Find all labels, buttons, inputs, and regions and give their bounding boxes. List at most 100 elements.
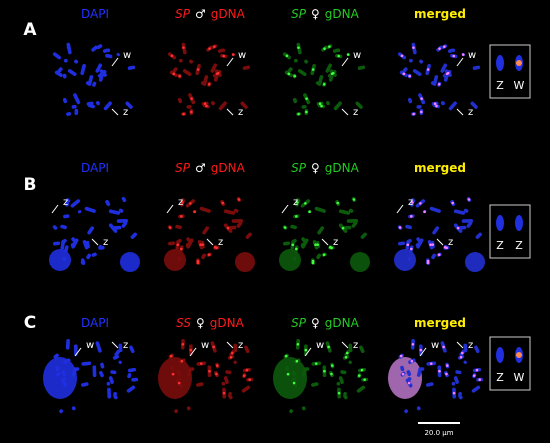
chromosome-label: z <box>468 340 473 351</box>
nucleus <box>465 252 485 272</box>
heading-part: SP <box>175 161 191 175</box>
chromosome <box>55 371 61 377</box>
chromosome <box>351 221 358 228</box>
inset-signal <box>516 352 522 358</box>
inset-label: Z <box>496 239 504 252</box>
heading-part: DAPI <box>81 161 109 175</box>
signal <box>212 345 215 349</box>
signal <box>295 359 299 363</box>
chromosome <box>127 65 136 70</box>
chromosome <box>170 365 175 372</box>
micrograph <box>394 196 485 272</box>
chromosome <box>290 224 297 230</box>
chromosome <box>221 381 226 386</box>
chromosome <box>53 353 59 359</box>
chromosome-label: w <box>201 340 209 351</box>
chromosome <box>186 105 192 109</box>
chromosome <box>64 245 69 253</box>
signal <box>229 356 233 359</box>
signal <box>420 110 423 114</box>
chromosome <box>348 208 354 213</box>
chromosome <box>60 224 67 230</box>
pointer <box>91 238 99 246</box>
signal <box>423 210 426 213</box>
chromosome <box>131 377 139 382</box>
signal <box>460 351 464 355</box>
micrograph <box>49 196 140 272</box>
micrograph <box>282 42 366 116</box>
chromosome <box>225 370 232 375</box>
micrograph <box>279 196 370 272</box>
chromosome <box>301 105 307 109</box>
signal <box>410 247 413 251</box>
chromosome <box>472 65 481 70</box>
chromosome-label: z <box>408 197 413 208</box>
signal <box>408 74 411 78</box>
chromosome <box>233 343 238 353</box>
micrograph <box>397 42 481 116</box>
chromosome <box>95 63 103 73</box>
pointer <box>304 347 312 357</box>
signal <box>406 243 410 247</box>
chromosome <box>127 373 132 379</box>
chromosome <box>441 101 445 106</box>
chromosome <box>432 226 440 235</box>
chromosome <box>244 345 250 354</box>
signal <box>285 54 289 58</box>
signal <box>400 54 404 58</box>
chromosome <box>73 93 81 105</box>
signal <box>207 253 211 256</box>
chromosome <box>121 196 127 203</box>
panel-heading: SS ♀ gDNA <box>176 316 244 330</box>
chromosome <box>59 409 64 414</box>
chromosome <box>53 241 61 246</box>
pointer <box>226 108 234 116</box>
chromosome <box>63 358 71 364</box>
chromosome <box>113 391 117 396</box>
pointer <box>436 238 444 246</box>
chromosome <box>453 376 459 384</box>
chromosome <box>407 97 413 104</box>
signal <box>248 378 252 381</box>
pointer <box>111 57 119 67</box>
chromosome <box>217 49 222 53</box>
heading-part: SP <box>291 316 307 330</box>
chromosome-label: z <box>293 197 298 208</box>
chromosome-label: z <box>178 197 183 208</box>
signal <box>172 72 176 76</box>
chromosome <box>419 59 424 64</box>
signal <box>341 226 345 230</box>
nucleus <box>394 249 416 271</box>
chromosome <box>398 241 406 246</box>
pointer <box>341 108 349 116</box>
row-label: B <box>24 175 37 195</box>
signal <box>180 215 183 218</box>
signal <box>445 372 448 376</box>
heading-part: gDNA <box>211 7 246 21</box>
signal <box>304 348 308 352</box>
chromosome <box>125 101 133 109</box>
heading-part: gDNA <box>211 161 246 175</box>
signal <box>297 46 300 49</box>
signal <box>207 82 211 86</box>
heading-part: merged <box>414 7 466 21</box>
chromosome <box>98 244 103 250</box>
chromosome <box>210 63 218 73</box>
signal <box>410 215 413 218</box>
chromosome <box>402 67 408 73</box>
signal <box>182 46 185 49</box>
signal <box>330 364 334 367</box>
signal <box>182 112 185 116</box>
signal <box>411 342 415 346</box>
chromosome <box>340 370 347 375</box>
signal <box>337 54 341 58</box>
signal <box>215 364 219 367</box>
chromosome <box>223 376 229 384</box>
chromosome <box>116 52 120 57</box>
signal <box>293 74 296 78</box>
chromosome <box>316 253 322 260</box>
chromosome <box>429 206 441 213</box>
heading-part: SS <box>176 316 191 330</box>
signal <box>407 381 411 385</box>
chromosome <box>202 226 210 235</box>
